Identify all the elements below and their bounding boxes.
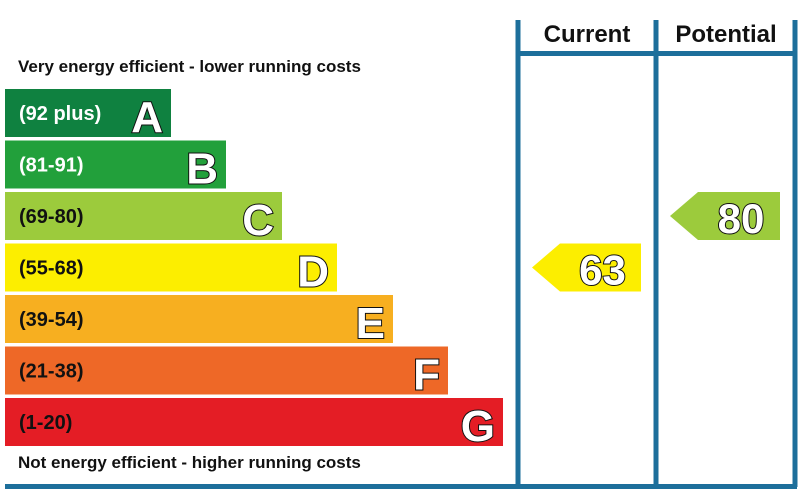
column-header-potential: Potential	[675, 21, 776, 48]
band-a-bar	[5, 89, 171, 137]
band-g-bar	[5, 398, 503, 446]
rating-arrow-current	[532, 243, 641, 292]
column-divider-2	[653, 20, 659, 487]
band-f-bar	[5, 346, 448, 395]
column-divider-3	[792, 20, 798, 487]
band-d-bar	[5, 243, 337, 292]
band-b-letter: B	[186, 145, 218, 194]
band-d-letter: D	[297, 248, 329, 297]
band-b-range: (81-91)	[19, 155, 83, 177]
bottom-caption: Not energy efficient - higher running co…	[18, 453, 361, 472]
band-c-range: (69-80)	[19, 206, 83, 228]
band-e-bar	[5, 295, 393, 343]
band-f-range: (21-38)	[19, 361, 83, 383]
band-c-bar	[5, 192, 282, 240]
rating-arrow-potential	[670, 192, 780, 240]
band-g-letter: G	[461, 402, 495, 451]
band-a-range: (92 plus)	[19, 103, 101, 125]
band-f-letter: F	[413, 351, 440, 400]
band-e-range: (39-54)	[19, 309, 83, 331]
rating-value-potential: 80	[718, 195, 765, 242]
column-divider-1	[515, 20, 521, 487]
rating-value-current: 63	[579, 247, 626, 294]
band-g-range: (1-20)	[19, 412, 72, 434]
bottom-rule	[5, 484, 797, 489]
band-a-letter: A	[131, 93, 163, 142]
band-d-range: (55-68)	[19, 258, 83, 280]
top-caption: Very energy efficient - lower running co…	[18, 57, 361, 76]
band-c-letter: C	[242, 196, 274, 245]
column-header-current: Current	[544, 21, 631, 48]
band-b-bar	[5, 140, 226, 189]
band-e-letter: E	[356, 299, 385, 348]
header-rule	[518, 51, 795, 56]
